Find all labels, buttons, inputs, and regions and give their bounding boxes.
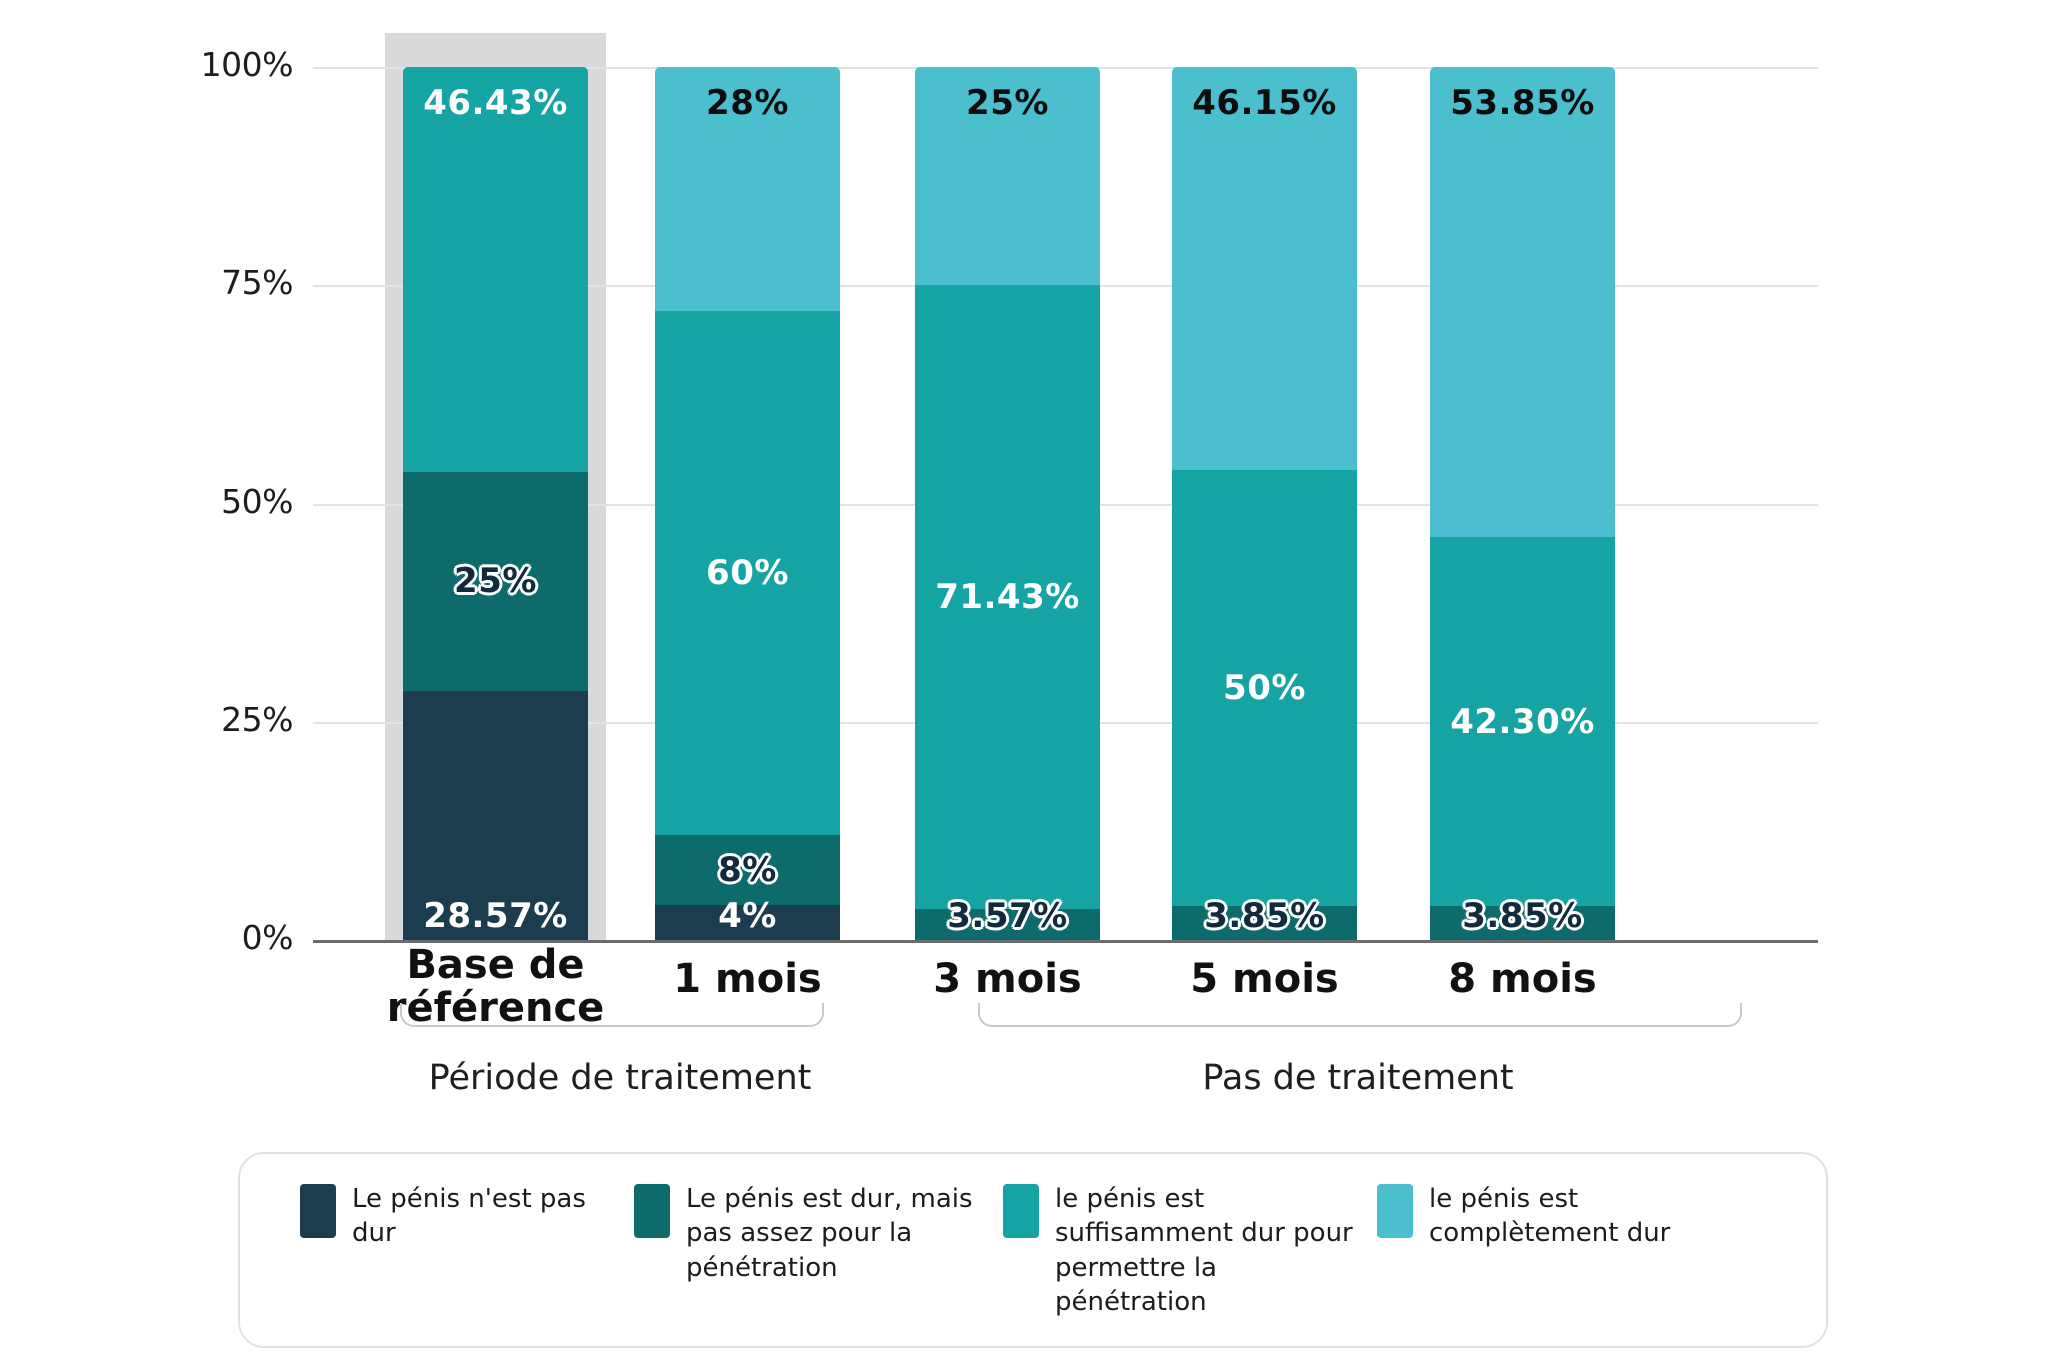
segment-value-label: 28% xyxy=(706,83,789,124)
bar-segment[interactable]: 50% xyxy=(1172,469,1357,907)
bar-segment[interactable]: 3.85% xyxy=(1430,896,1615,940)
bar-segment[interactable]: 25% xyxy=(915,67,1100,286)
x-axis-label-line1: 8 mois xyxy=(1448,956,1597,1002)
bar-3-mois[interactable]: 25% 71.43% 3.57% xyxy=(915,67,1100,940)
bar-base-de-r-f-rence[interactable]: 46.43% 25% 28.57% xyxy=(403,67,588,940)
legend-swatch-icon xyxy=(1003,1184,1039,1238)
bar-segment[interactable]: 71.43% xyxy=(915,285,1100,909)
bar-segment[interactable]: 28% xyxy=(655,67,840,312)
bar-segment[interactable]: 28.57% xyxy=(403,690,588,940)
segment-value-label: 53.85% xyxy=(1450,83,1595,124)
bar-segment[interactable]: 3.85% xyxy=(1172,896,1357,940)
x-axis-line xyxy=(313,940,1818,943)
x-axis-label-2: 1 mois xyxy=(618,956,878,1002)
legend-label: le pénis est complètement dur xyxy=(1429,1184,1671,1249)
x-axis-label-line2: référence xyxy=(386,985,605,1032)
bar-segment[interactable]: 8% xyxy=(655,835,840,906)
bar-segment[interactable]: 25% xyxy=(403,472,588,691)
bar-segment[interactable]: 53.85% xyxy=(1430,67,1615,538)
y-axis-tick-label: 50% xyxy=(221,481,293,521)
legend-swatch-icon xyxy=(1377,1184,1413,1238)
x-axis-label-3: 3 mois xyxy=(878,956,1138,1002)
segment-value-label: 46.43% xyxy=(423,83,568,124)
legend-item-4[interactable]: le pénis est complètement dur xyxy=(1377,1182,1677,1251)
y-axis-tick-label: 25% xyxy=(221,699,293,739)
legend-swatch-icon xyxy=(634,1184,670,1238)
y-axis-tick-label: 100% xyxy=(200,45,294,84)
x-axis-label-4: 5 mois xyxy=(1135,956,1395,1002)
segment-value-label: 71.43% xyxy=(935,577,1080,618)
x-axis-label-1: Base de référence xyxy=(366,942,626,1032)
bar-segment[interactable]: 46.43% xyxy=(403,67,588,473)
legend-label: le pénis est suffisamment dur pour perme… xyxy=(1055,1184,1353,1317)
legend-swatch-icon xyxy=(300,1184,336,1238)
segment-value-label: 60% xyxy=(706,553,789,594)
legend-label: Le pénis n'est pas dur xyxy=(352,1184,586,1249)
x-axis-label-line1: 1 mois xyxy=(673,956,822,1002)
legend: Le pénis n'est pas dur Le pénis est dur, … xyxy=(238,1152,1828,1348)
x-axis-label-line1: 3 mois xyxy=(933,956,1082,1002)
y-axis-tick-label: 0% xyxy=(241,918,294,957)
bar-segment[interactable]: 46.15% xyxy=(1172,67,1357,470)
plot-area: 46.43% 25% 28.57% 28% 60% 8% 4% 25% 71.43% 3.57% 4… xyxy=(313,67,1818,943)
segment-value-label: 25% xyxy=(454,561,537,602)
segment-value-label: 25% xyxy=(966,83,1049,124)
y-axis-tick-label: 75% xyxy=(221,263,293,303)
group-label-no-treatment: Pas de traitement xyxy=(1202,1058,1514,1098)
x-axis-label-line1: 5 mois xyxy=(1190,956,1339,1002)
bracket-no-treatment xyxy=(978,1003,1742,1027)
legend-item-3[interactable]: le pénis est suffisamment dur pour perme… xyxy=(1003,1182,1353,1319)
bar-segment[interactable]: 60% xyxy=(655,311,840,836)
bar-1-mois[interactable]: 28% 60% 8% 4% xyxy=(655,67,840,940)
x-axis-label-5: 8 mois xyxy=(1393,956,1653,1002)
legend-item-1[interactable]: Le pénis n'est pas dur xyxy=(300,1182,610,1251)
legend-item-2[interactable]: Le pénis est dur, mais pas assez pour la… xyxy=(634,1182,979,1285)
segment-value-label: 8% xyxy=(718,850,777,891)
group-label-treatment-period: Période de traitement xyxy=(428,1058,812,1098)
segment-value-label: 28.57% xyxy=(423,896,568,936)
bar-5-mois[interactable]: 46.15% 50% 3.85% xyxy=(1172,67,1357,940)
segment-value-label: 46.15% xyxy=(1192,83,1337,124)
segment-value-label: 42.30% xyxy=(1450,701,1595,742)
bracket-treatment-period xyxy=(400,1003,824,1027)
bar-segment[interactable]: 4% xyxy=(655,896,840,940)
x-axis-label-line1: Base de xyxy=(406,942,585,988)
bar-segment[interactable]: 3.57% xyxy=(915,896,1100,940)
segment-value-label: 50% xyxy=(1223,668,1306,709)
bar-segment[interactable]: 42.30% xyxy=(1430,537,1615,907)
legend-items: Le pénis n'est pas dur Le pénis est dur, … xyxy=(240,1182,1826,1319)
legend-label: Le pénis est dur, mais pas assez pour la… xyxy=(686,1184,973,1283)
bar-8-mois[interactable]: 53.85% 42.30% 3.85% xyxy=(1430,67,1615,940)
